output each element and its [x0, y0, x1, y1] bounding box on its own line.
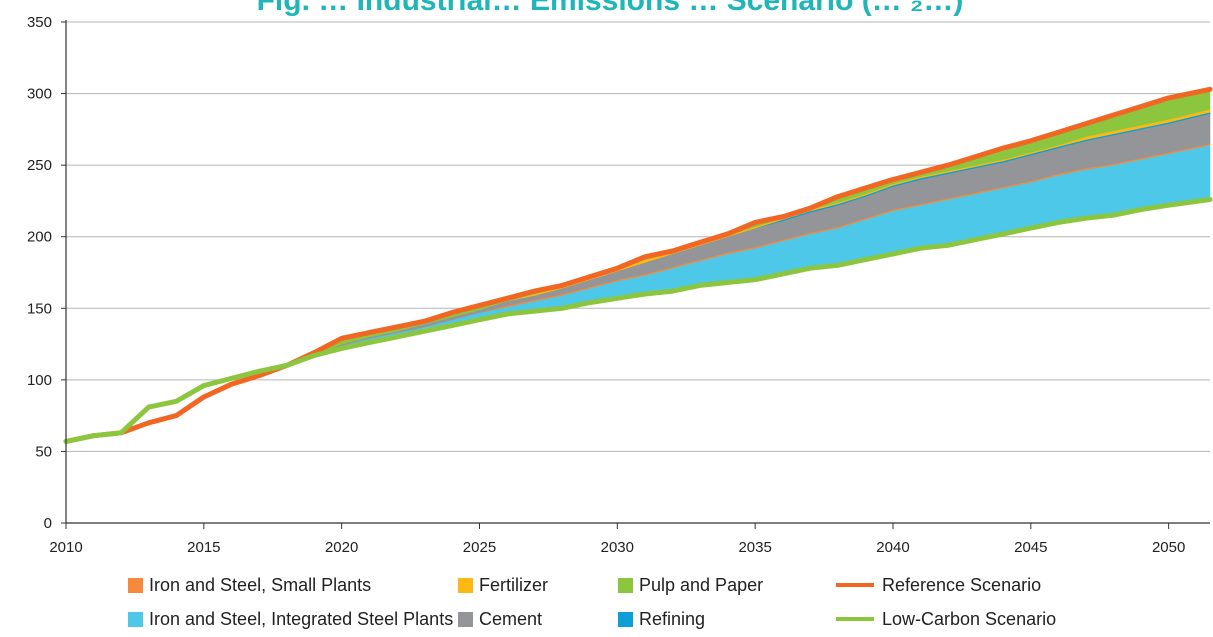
- legend-item-fertilizer: Fertilizer: [458, 573, 618, 597]
- x-tick-label-2050: 2050: [1152, 539, 1185, 556]
- legend-label-pulp-and-paper: Pulp and Paper: [639, 574, 764, 595]
- legend-item-reference-scenario: Reference Scenario: [828, 573, 1188, 597]
- line-reference-scenario: [63, 86, 1213, 444]
- legend-swatch-reference-scenario: [836, 583, 874, 587]
- y-tick-label-50: 50: [35, 443, 52, 460]
- x-tick-label-2025: 2025: [463, 539, 496, 556]
- x-tick-label-2030: 2030: [601, 539, 634, 556]
- legend-label-fertilizer: Fertilizer: [479, 574, 549, 595]
- x-tick-label-2020: 2020: [325, 539, 358, 556]
- legend-label-low-carbon-scenario: Low-Carbon Scenario: [882, 608, 1057, 629]
- legend-item-iron-and-steel-integrated-steel-plants: Iron and Steel, Integrated Steel Plants: [128, 607, 458, 631]
- scenario-lines: [63, 86, 1213, 444]
- legend-swatch-iron-and-steel-small-plants: [128, 577, 143, 593]
- legend-label-iron-and-steel-small-plants: Iron and Steel, Small Plants: [149, 574, 372, 595]
- x-axis-ticks: 2010 2015 2020 2025 2030 2035 2040 2045 2050: [49, 523, 1185, 556]
- legend-swatch-iron-and-steel-integrated-steel-plants: [128, 611, 143, 627]
- y-tick-label-250: 250: [27, 157, 52, 174]
- legend-swatch-cement: [458, 611, 473, 627]
- legend-label-iron-and-steel-integrated-steel-plants: Iron and Steel, Integrated Steel Plants: [149, 608, 454, 629]
- legend-item-iron-and-steel-small-plants: Iron and Steel, Small Plants: [128, 573, 458, 597]
- y-tick-label-0: 0: [44, 515, 52, 532]
- legend-label-reference-scenario: Reference Scenario: [882, 574, 1042, 595]
- legend-item-cement: Cement: [458, 607, 618, 631]
- legend: Iron and Steel, Small Plants Fertilizer Pu…: [128, 573, 1208, 631]
- legend-item-low-carbon-scenario: Low-Carbon Scenario: [828, 607, 1188, 631]
- x-tick-label-2010: 2010: [49, 539, 82, 556]
- y-tick-label-350: 350: [27, 14, 52, 31]
- y-axis-ticks: 0 50 100 150 200 250 300 350: [27, 14, 66, 532]
- legend-swatch-low-carbon-scenario: [836, 617, 874, 621]
- gridlines: [66, 21, 1210, 452]
- axes: [65, 20, 1210, 524]
- x-tick-label-2035: 2035: [738, 539, 771, 556]
- y-tick-label-150: 150: [27, 300, 52, 317]
- y-tick-label-200: 200: [27, 229, 52, 246]
- legend-item-refining: Refining: [618, 607, 828, 631]
- y-tick-label-100: 100: [27, 372, 52, 389]
- legend-swatch-pulp-and-paper: [618, 577, 633, 593]
- x-tick-label-2045: 2045: [1014, 539, 1047, 556]
- legend-label-cement: Cement: [479, 608, 543, 629]
- chart-title: Fig. … Industrial… Emissions … Scenario …: [256, 0, 964, 17]
- x-tick-label-2040: 2040: [876, 539, 909, 556]
- x-tick-label-2015: 2015: [187, 539, 220, 556]
- legend-swatch-refining: [618, 611, 633, 627]
- y-tick-label-300: 300: [27, 86, 52, 103]
- legend-label-refining: Refining: [639, 608, 706, 629]
- line-low-carbon-scenario: [63, 197, 1213, 444]
- legend-swatch-fertilizer: [458, 577, 473, 593]
- legend-item-pulp-and-paper: Pulp and Paper: [618, 573, 828, 597]
